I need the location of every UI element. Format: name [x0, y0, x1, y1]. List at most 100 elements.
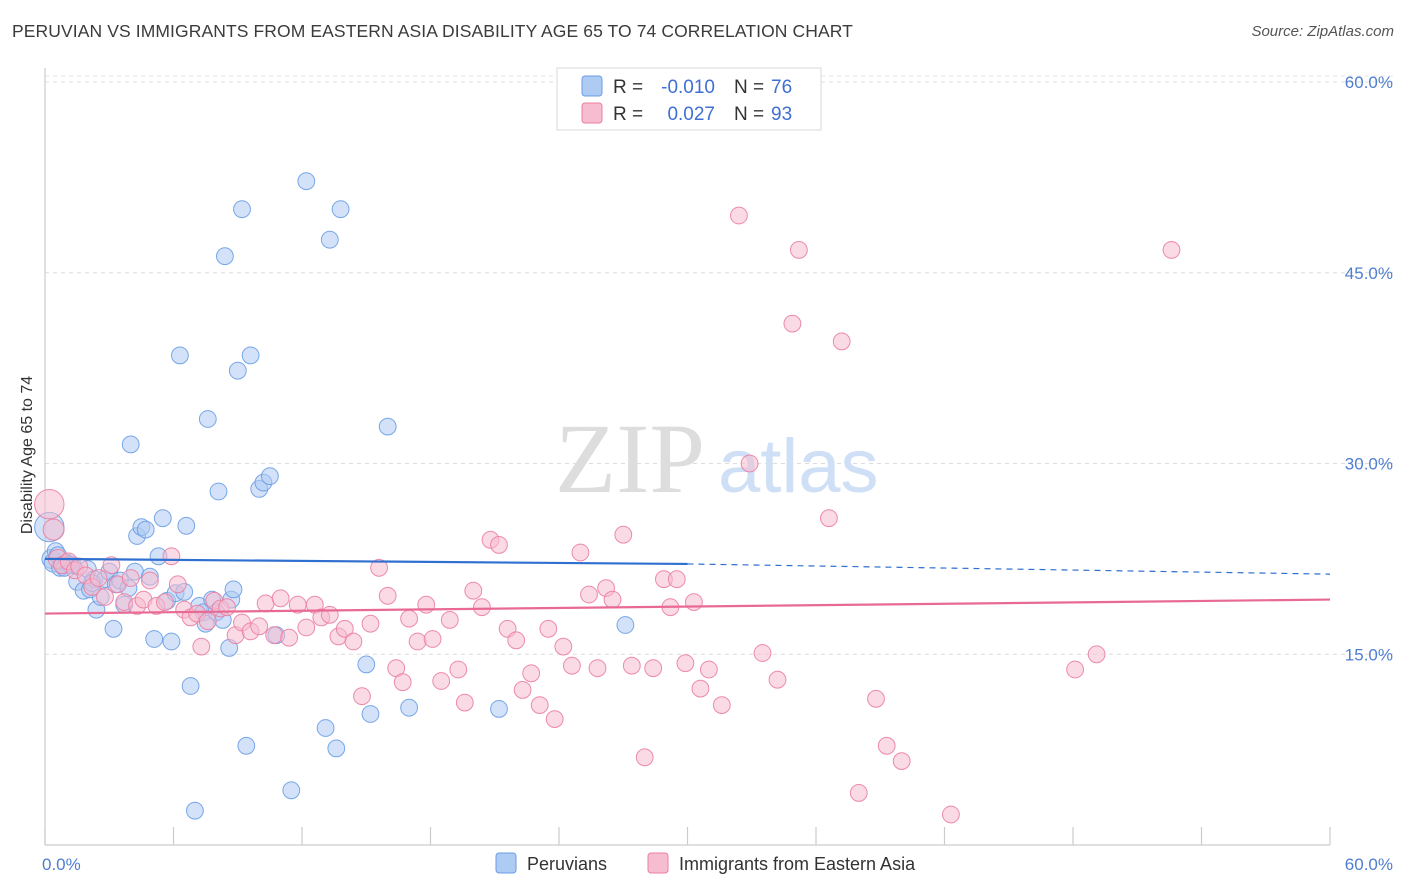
bottom-legend-swatch-peruvians: [495, 852, 517, 874]
data-point: [635, 748, 654, 767]
data-point: [712, 696, 731, 714]
data-point: [224, 580, 243, 599]
data-point: [490, 700, 508, 718]
data-point: [614, 525, 633, 544]
data-point: [361, 614, 380, 633]
data-point: [280, 628, 299, 647]
bottom-legend: Peruvians Immigrants from Eastern Asia: [495, 852, 916, 874]
data-point: [233, 200, 251, 219]
y-axis-title: Disability Age 65 to 74: [19, 376, 36, 534]
data-point: [42, 518, 65, 541]
data-point: [1162, 241, 1181, 259]
data-point: [730, 206, 748, 225]
data-point: [768, 670, 787, 689]
data-point: [250, 617, 269, 636]
data-point: [545, 710, 564, 728]
data-point: [198, 410, 217, 428]
x-tick-label-max: 60.0%: [1345, 855, 1393, 874]
data-point: [316, 719, 335, 737]
data-point: [400, 609, 419, 628]
legend-swatch-immigrants: [581, 102, 603, 124]
legend-n-label-1: N =: [734, 77, 764, 98]
axes: [44, 68, 1331, 846]
data-point: [417, 595, 436, 614]
data-point: [353, 687, 371, 706]
data-point: [530, 696, 549, 714]
data-point: [849, 784, 868, 802]
data-point: [667, 570, 686, 589]
data-point: [162, 632, 181, 651]
data-point: [198, 612, 217, 631]
data-point: [335, 619, 354, 638]
data-point: [297, 172, 316, 191]
data-point: [89, 569, 108, 587]
bottom-legend-label-immigrants: Immigrants from Eastern Asia: [679, 854, 916, 874]
data-point: [644, 659, 663, 678]
data-point: [141, 571, 159, 590]
legend-swatch-peruvians: [581, 75, 603, 97]
series-peruvians: [34, 172, 635, 820]
data-point: [867, 689, 885, 708]
data-point: [192, 637, 211, 656]
gridlines: [45, 75, 1393, 655]
data-point: [171, 346, 189, 365]
data-point: [102, 556, 121, 575]
data-point: [522, 664, 541, 683]
data-point: [490, 536, 508, 554]
data-point: [344, 632, 363, 651]
data-point: [104, 619, 123, 638]
data-point: [464, 581, 483, 600]
legend-box: R = -0.010 N = 76 R = 0.027 N = 93: [556, 67, 822, 131]
data-point: [96, 588, 114, 606]
data-point: [691, 679, 710, 698]
legend-r-label-2: R =: [613, 104, 643, 125]
data-point: [378, 586, 397, 605]
legend-n-label-2: N =: [734, 104, 764, 125]
data-point: [539, 619, 558, 638]
series-immigrants-eastern-asia: [34, 206, 1181, 824]
bottom-legend-label-peruvians: Peruvians: [527, 854, 607, 874]
data-point: [622, 656, 641, 675]
data-point: [700, 660, 718, 679]
data-point: [440, 611, 459, 629]
data-point: [513, 681, 532, 699]
data-point: [685, 593, 703, 611]
data-point: [136, 520, 155, 539]
data-point: [449, 660, 468, 679]
source-label: Source: ZipAtlas.com: [1251, 23, 1394, 40]
data-point: [265, 626, 284, 645]
y-tick-label: 60.0%: [1345, 73, 1393, 92]
y-tick-labels: 15.0% 30.0% 45.0% 60.0%: [1345, 73, 1393, 664]
data-point: [378, 417, 397, 436]
data-point: [676, 654, 695, 673]
data-point: [571, 543, 590, 562]
data-point: [357, 655, 376, 674]
data-point: [209, 482, 228, 501]
data-point: [507, 631, 526, 650]
data-point: [1087, 645, 1106, 664]
data-point: [156, 593, 174, 611]
data-point: [256, 594, 275, 613]
data-point: [563, 656, 581, 675]
data-point: [783, 314, 802, 333]
y-tick-label: 15.0%: [1345, 645, 1393, 664]
data-point: [218, 598, 236, 617]
data-point: [121, 435, 140, 454]
legend-n-value-2: 93: [771, 104, 792, 125]
data-point: [327, 739, 346, 758]
data-point: [942, 805, 960, 824]
data-point: [740, 454, 759, 473]
data-point: [455, 693, 474, 712]
data-point: [186, 801, 204, 820]
data-point: [877, 736, 896, 755]
trend-line-dashed: [687, 563, 1331, 575]
legend-r-value-1: -0.010: [661, 77, 715, 98]
data-point: [832, 332, 851, 351]
legend-r-value-2: 0.027: [667, 104, 715, 125]
data-point: [753, 644, 772, 662]
data-point: [297, 618, 316, 637]
trend-lines: [44, 557, 1331, 615]
data-point: [181, 677, 200, 695]
data-point: [168, 575, 187, 594]
data-point: [241, 346, 260, 365]
